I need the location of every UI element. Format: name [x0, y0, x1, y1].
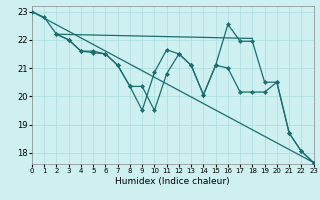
- X-axis label: Humidex (Indice chaleur): Humidex (Indice chaleur): [116, 177, 230, 186]
